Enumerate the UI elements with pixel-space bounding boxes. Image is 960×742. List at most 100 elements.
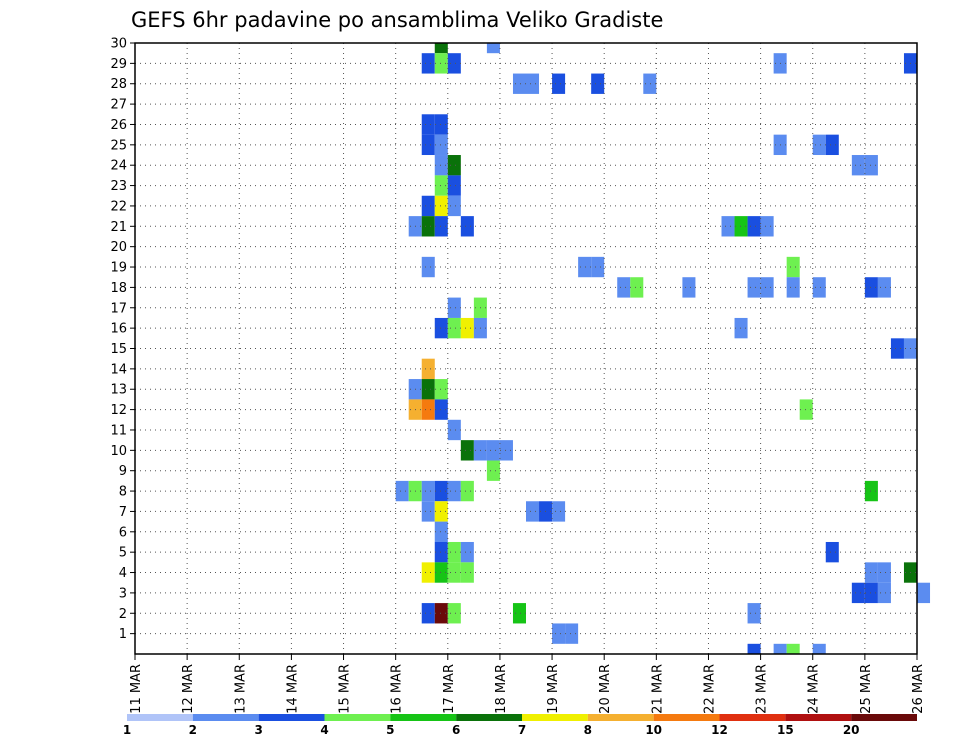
heatmap-cell — [421, 216, 435, 237]
colorbar-label: 1 — [123, 723, 131, 737]
heatmap-cell — [786, 256, 800, 278]
heatmap-cell — [512, 73, 526, 94]
colorbar-label: 6 — [452, 723, 460, 737]
y-tick-label: 27 — [110, 98, 127, 113]
heatmap-cell — [799, 399, 813, 420]
heatmap-cell — [421, 358, 435, 380]
colorbar-swatch — [851, 714, 917, 721]
x-tick-label: 20 MAR — [598, 664, 613, 714]
colorbar-swatch — [785, 714, 852, 721]
y-tick-label: 1 — [119, 627, 127, 642]
heatmap-cell — [460, 541, 474, 563]
heatmap-cell — [447, 419, 461, 441]
colorbar-swatch — [390, 714, 457, 721]
y-tick-label: 16 — [110, 322, 127, 337]
x-tick-label: 11 MAR — [129, 664, 144, 714]
colorbar-swatch — [587, 714, 654, 721]
heatmap-cell — [760, 277, 774, 298]
heatmap-cell — [447, 480, 461, 502]
heatmap-cell — [864, 562, 878, 583]
heatmap-cell — [812, 643, 826, 654]
colorbar-label: 2 — [189, 723, 197, 737]
heatmap-cell — [434, 155, 448, 176]
heatmap-cell — [434, 216, 448, 237]
heatmap-cell — [421, 603, 435, 624]
heatmap-cell — [447, 541, 461, 563]
heatmap-cell — [421, 53, 435, 74]
heatmap-cell — [864, 277, 878, 298]
heatmap-cell — [395, 480, 409, 502]
heatmap-cell — [565, 623, 579, 644]
heatmap-cell — [421, 256, 435, 278]
heatmap-cell — [421, 562, 435, 583]
heatmap-cell — [447, 603, 461, 624]
heatmap-cell — [434, 53, 448, 74]
x-tick-label: 16 MAR — [390, 664, 405, 714]
x-tick-label: 25 MAR — [859, 664, 874, 714]
heatmap-cell — [526, 501, 540, 522]
heatmap-cell — [877, 277, 891, 298]
x-tick-label: 26 MAR — [911, 664, 926, 714]
y-tick-label: 24 — [110, 159, 127, 174]
heatmap-cell — [552, 73, 566, 94]
heatmap-cell — [734, 216, 748, 237]
y-tick-label: 23 — [110, 179, 127, 194]
colorbar-swatch — [719, 714, 786, 721]
x-tick-label: 19 MAR — [546, 664, 561, 714]
heatmap-cell — [512, 603, 526, 624]
heatmap-cell — [552, 623, 566, 644]
y-tick-label: 28 — [110, 77, 127, 92]
heatmap-cell — [864, 582, 878, 604]
y-tick-label: 8 — [119, 485, 127, 500]
heatmap-cell — [877, 562, 891, 583]
heatmap-cell — [447, 175, 461, 196]
y-tick-label: 17 — [110, 301, 127, 316]
colorbar-label: 5 — [386, 723, 394, 737]
heatmap-cell — [421, 399, 435, 420]
heatmap-cell — [552, 501, 566, 522]
y-tick-label: 5 — [119, 546, 127, 561]
x-tick-label: 22 MAR — [702, 664, 717, 714]
y-tick-label: 10 — [110, 444, 127, 459]
y-tick-label: 29 — [110, 57, 127, 72]
heatmap-cell — [812, 277, 826, 298]
x-tick-label: 24 MAR — [807, 664, 822, 714]
heatmap-cell — [578, 256, 592, 278]
heatmap-cell — [917, 582, 931, 604]
heatmap-cell — [434, 399, 448, 420]
heatmap-cell — [460, 562, 474, 583]
heatmap-cell — [682, 277, 696, 298]
heatmap-cell — [851, 155, 865, 176]
heatmap-cell — [760, 216, 774, 237]
heatmap-cell — [747, 216, 761, 237]
heatmap-cell — [434, 521, 448, 542]
heatmap-cell — [447, 562, 461, 583]
colorbar-swatch — [456, 714, 522, 721]
heatmap-cell — [825, 134, 839, 156]
y-tick-label: 21 — [110, 220, 127, 235]
colorbar-swatch — [127, 714, 193, 721]
colorbar-swatch — [324, 714, 391, 721]
colorbar-swatch — [653, 714, 720, 721]
heatmap-cell — [421, 195, 435, 217]
heatmap-cell — [447, 317, 461, 339]
y-tick-label: 18 — [110, 281, 127, 296]
colorbar-label: 3 — [254, 723, 262, 737]
x-tick-label: 17 MAR — [442, 664, 457, 714]
heatmap-cell — [486, 43, 500, 54]
heatmap-cell — [591, 73, 605, 94]
colorbar-legend: 1 2 3 4 5 6 7 8 10 12 15 20 — [123, 714, 917, 737]
y-tick-label: 12 — [110, 403, 127, 418]
x-tick-label: 15 MAR — [338, 664, 353, 714]
heatmap-cell — [434, 317, 448, 339]
y-tick-label: 19 — [110, 261, 127, 276]
heatmap-cell — [447, 53, 461, 74]
x-tick-label: 14 MAR — [285, 664, 300, 714]
y-tick-label: 25 — [110, 138, 127, 153]
heatmap-cell — [447, 155, 461, 176]
y-axis: 1234567891011121314151617181920212223242… — [110, 37, 135, 642]
heatmap-cell — [434, 195, 448, 217]
y-tick-label: 13 — [110, 383, 127, 398]
colorbar-label: 8 — [584, 723, 592, 737]
